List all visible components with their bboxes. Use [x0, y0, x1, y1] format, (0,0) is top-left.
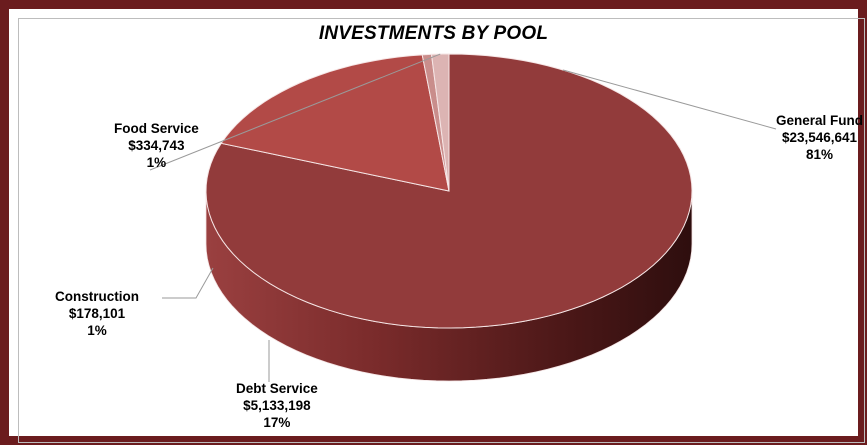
slice-debt-service [220, 54, 450, 192]
label-general-fund-percent: 81% [805, 147, 834, 162]
plot-area-border [18, 18, 865, 443]
label-food-service: Food Service $334,743 1% [114, 120, 199, 171]
label-general-fund-amount: $23,546,641 [781, 130, 858, 145]
label-debt-service-amount: $5,133,198 [243, 398, 311, 413]
label-construction-name: Construction [55, 289, 139, 304]
label-construction-percent: 1% [87, 323, 107, 338]
label-general-fund-name: General Fund [776, 113, 864, 128]
label-construction-amount: $178,101 [68, 306, 126, 321]
label-general-fund: General Fund $23,546,641 81% [776, 112, 863, 163]
label-food-service-amount: $334,743 [128, 138, 185, 153]
label-food-service-name: Food Service [114, 121, 199, 136]
label-debt-service-percent: 17% [263, 415, 291, 430]
label-construction: Construction $178,101 1% [55, 288, 139, 339]
label-debt-service: Debt Service $5,133,198 17% [236, 380, 318, 431]
label-debt-service-name: Debt Service [236, 381, 318, 396]
leader-lines [149, 53, 777, 382]
pie-slices [205, 53, 693, 329]
chart-title: INVESTMENTS BY POOL [318, 23, 549, 44]
leader-construction [162, 267, 214, 299]
slice-construction [421, 53, 450, 192]
leader-food-service [149, 53, 441, 171]
label-food-service-percent: 1% [146, 155, 167, 170]
leader-general-fund [562, 69, 777, 130]
